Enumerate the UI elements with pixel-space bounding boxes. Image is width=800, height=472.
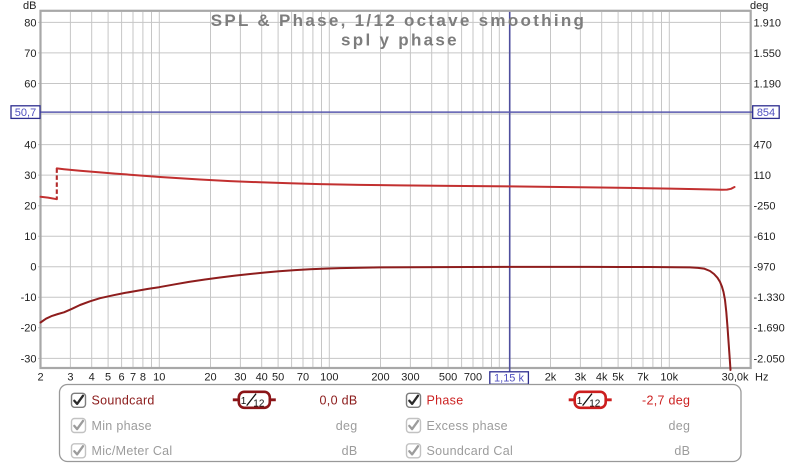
- svg-text:4: 4: [89, 371, 95, 383]
- svg-text:5k: 5k: [612, 371, 624, 383]
- svg-text:10: 10: [24, 231, 36, 243]
- svg-text:Mic/Meter Cal: Mic/Meter Cal: [92, 444, 173, 458]
- svg-text:4k: 4k: [596, 371, 608, 383]
- svg-text:dB: dB: [23, 0, 36, 12]
- svg-text:200: 200: [371, 371, 389, 383]
- svg-text:dB: dB: [674, 444, 690, 458]
- svg-text:1.190: 1.190: [754, 78, 782, 90]
- svg-text:Excess phase: Excess phase: [427, 419, 508, 433]
- svg-text:-2.050: -2.050: [754, 353, 785, 365]
- svg-text:Min phase: Min phase: [92, 419, 152, 433]
- svg-text:2k: 2k: [545, 371, 557, 383]
- svg-text:SPL & Phase, 1/12 octave smoot: SPL & Phase, 1/12 octave smoothing: [211, 11, 586, 30]
- svg-text:-10: -10: [21, 292, 37, 304]
- svg-text:deg: deg: [336, 419, 358, 433]
- svg-text:110: 110: [754, 170, 772, 182]
- svg-text:0: 0: [30, 262, 36, 274]
- svg-text:700: 700: [464, 371, 482, 383]
- svg-text:-30: -30: [21, 353, 37, 365]
- svg-text:7: 7: [130, 371, 136, 383]
- svg-text:500: 500: [439, 371, 457, 383]
- svg-text:70: 70: [297, 371, 309, 383]
- svg-text:8: 8: [140, 371, 146, 383]
- svg-text:12: 12: [589, 399, 601, 410]
- svg-text:1.550: 1.550: [754, 48, 782, 60]
- svg-text:20: 20: [24, 201, 36, 213]
- svg-text:50,7: 50,7: [15, 107, 36, 119]
- svg-text:30: 30: [24, 170, 36, 182]
- svg-text:dB: dB: [342, 444, 358, 458]
- svg-text:1.910: 1.910: [754, 17, 782, 29]
- svg-text:2: 2: [37, 371, 43, 383]
- svg-text:-1.330: -1.330: [754, 292, 785, 304]
- svg-text:1,15 k: 1,15 k: [494, 373, 524, 385]
- svg-text:40: 40: [256, 371, 268, 383]
- svg-text:Phase: Phase: [427, 394, 464, 408]
- svg-text:30: 30: [234, 371, 246, 383]
- svg-text:Soundcard: Soundcard: [92, 394, 155, 408]
- svg-text:-1.690: -1.690: [754, 323, 785, 335]
- svg-text:470: 470: [754, 140, 772, 152]
- svg-text:-20: -20: [21, 323, 37, 335]
- svg-text:-2,7 deg: -2,7 deg: [642, 394, 690, 408]
- svg-text:deg: deg: [750, 0, 768, 12]
- svg-text:7k: 7k: [637, 371, 649, 383]
- svg-text:854: 854: [757, 107, 775, 119]
- svg-text:10: 10: [153, 371, 165, 383]
- svg-text:30,0k: 30,0k: [722, 371, 749, 383]
- svg-text:-250: -250: [754, 201, 776, 213]
- svg-text:60: 60: [24, 78, 36, 90]
- svg-text:50: 50: [272, 371, 284, 383]
- svg-text:80: 80: [24, 17, 36, 29]
- svg-text:20: 20: [204, 371, 216, 383]
- svg-text:1: 1: [241, 396, 247, 407]
- svg-text:6: 6: [119, 371, 125, 383]
- svg-text:Soundcard Cal: Soundcard Cal: [427, 444, 514, 458]
- svg-text:5: 5: [105, 371, 111, 383]
- svg-text:12: 12: [253, 399, 265, 410]
- svg-text:-970: -970: [754, 262, 776, 274]
- svg-text:3k: 3k: [575, 371, 587, 383]
- svg-text:3: 3: [67, 371, 73, 383]
- svg-text:spl y phase: spl y phase: [341, 30, 459, 49]
- svg-text:-610: -610: [754, 231, 776, 243]
- svg-text:1: 1: [577, 396, 583, 407]
- svg-text:300: 300: [401, 371, 419, 383]
- svg-text:10k: 10k: [660, 371, 678, 383]
- svg-text:70: 70: [24, 48, 36, 60]
- svg-text:Hz: Hz: [755, 371, 768, 383]
- svg-text:100: 100: [320, 371, 338, 383]
- svg-text:0,0 dB: 0,0 dB: [320, 394, 358, 408]
- svg-text:deg: deg: [669, 419, 691, 433]
- svg-text:40: 40: [24, 140, 36, 152]
